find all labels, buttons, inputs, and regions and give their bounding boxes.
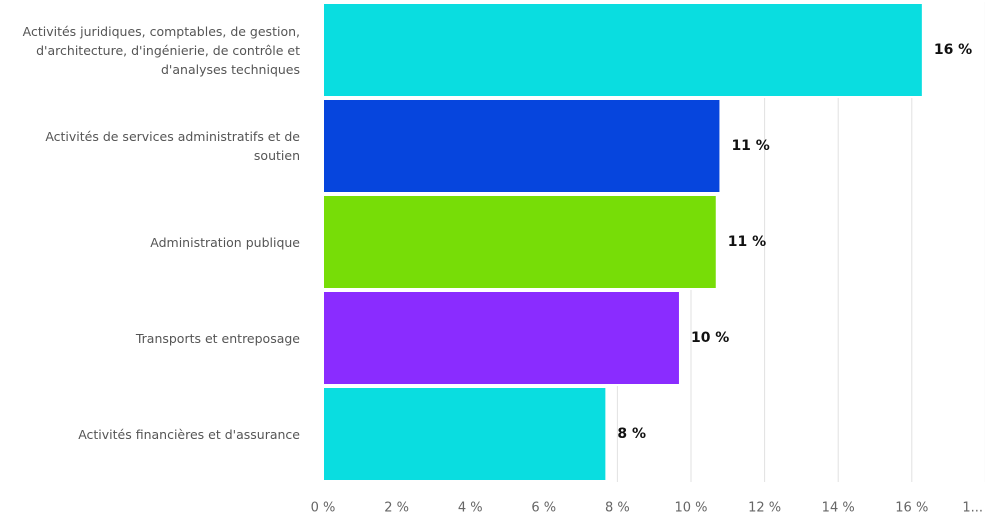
value-label: 11 % [728, 234, 766, 250]
x-tick-label: 8 % [605, 501, 630, 516]
bar [322, 290, 681, 386]
x-tick-label: 2 % [384, 501, 409, 516]
category-label: Administration publique [150, 234, 300, 250]
value-label: 16 % [934, 42, 972, 58]
x-tick-label: 4 % [458, 501, 483, 516]
bar [322, 2, 924, 98]
category-label: Activités de services administratifs et … [45, 129, 300, 163]
x-tick-label: 0 % [311, 501, 336, 516]
x-tick-label: 14 % [822, 501, 855, 516]
x-tick-label: 1... [962, 501, 983, 516]
value-label: 8 % [617, 426, 646, 442]
category-label: Activités juridiques, comptables, de ges… [22, 23, 300, 77]
x-tick-label: 10 % [674, 501, 707, 516]
x-tick-label: 6 % [531, 501, 556, 516]
x-tick-label: 16 % [895, 501, 928, 516]
value-label: 10 % [691, 330, 729, 346]
bars [322, 2, 924, 482]
bar [322, 194, 718, 290]
bar [322, 98, 722, 194]
category-label: Activités financières et d'assurance [78, 426, 300, 442]
bar [322, 386, 608, 482]
x-tick-label: 12 % [748, 501, 781, 516]
category-label: Transports et entreposage [135, 330, 300, 346]
value-label: 11 % [731, 138, 769, 154]
